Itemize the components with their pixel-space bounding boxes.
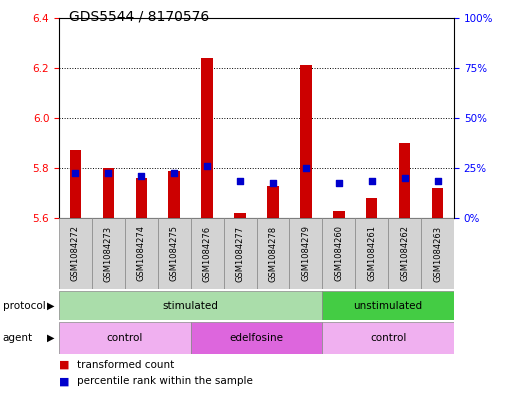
Text: transformed count: transformed count xyxy=(77,360,174,370)
Bar xyxy=(59,322,191,354)
Point xyxy=(71,170,80,176)
Point xyxy=(170,170,179,176)
Point xyxy=(137,173,145,179)
Bar xyxy=(59,218,92,289)
Bar xyxy=(202,58,213,218)
Point xyxy=(334,180,343,186)
Text: control: control xyxy=(107,333,143,343)
Point xyxy=(269,180,277,186)
Point xyxy=(203,162,211,169)
Point xyxy=(104,170,112,176)
Text: GSM1084263: GSM1084263 xyxy=(433,226,442,281)
Point xyxy=(236,177,244,184)
Text: stimulated: stimulated xyxy=(163,301,219,310)
Text: protocol: protocol xyxy=(3,301,45,310)
Bar xyxy=(289,218,322,289)
Bar xyxy=(355,218,388,289)
Bar xyxy=(70,151,81,218)
Bar xyxy=(191,322,322,354)
Bar xyxy=(322,322,454,354)
Text: edelfosine: edelfosine xyxy=(229,333,284,343)
Bar xyxy=(366,198,378,218)
Bar xyxy=(224,218,256,289)
Text: control: control xyxy=(370,333,406,343)
Bar xyxy=(432,188,443,218)
Bar xyxy=(421,218,454,289)
Bar xyxy=(191,218,224,289)
Text: GSM1084261: GSM1084261 xyxy=(367,226,376,281)
Text: percentile rank within the sample: percentile rank within the sample xyxy=(77,376,253,386)
Text: unstimulated: unstimulated xyxy=(353,301,423,310)
Text: ▶: ▶ xyxy=(47,301,55,310)
Text: agent: agent xyxy=(3,333,33,343)
Bar xyxy=(300,65,311,218)
Bar xyxy=(399,143,410,218)
Bar xyxy=(388,218,421,289)
Point xyxy=(433,177,442,184)
Point xyxy=(368,177,376,184)
Text: ■: ■ xyxy=(59,360,69,370)
Text: GSM1084262: GSM1084262 xyxy=(400,226,409,281)
Bar xyxy=(59,291,322,320)
Bar xyxy=(103,168,114,218)
Text: GSM1084275: GSM1084275 xyxy=(170,226,179,281)
Bar xyxy=(267,185,279,218)
Point xyxy=(401,175,409,181)
Bar xyxy=(125,218,158,289)
Point xyxy=(302,165,310,171)
Bar xyxy=(256,218,289,289)
Bar xyxy=(322,218,355,289)
Bar xyxy=(168,171,180,218)
Text: GSM1084274: GSM1084274 xyxy=(137,226,146,281)
Text: GSM1084279: GSM1084279 xyxy=(301,226,310,281)
Bar xyxy=(135,178,147,218)
Text: GSM1084278: GSM1084278 xyxy=(268,226,278,281)
Text: GDS5544 / 8170576: GDS5544 / 8170576 xyxy=(69,10,209,24)
Text: GSM1084277: GSM1084277 xyxy=(235,226,245,281)
Text: GSM1084260: GSM1084260 xyxy=(334,226,343,281)
Bar xyxy=(333,211,345,218)
Text: GSM1084273: GSM1084273 xyxy=(104,226,113,281)
Text: GSM1084276: GSM1084276 xyxy=(203,226,212,281)
Bar xyxy=(158,218,191,289)
Text: ▶: ▶ xyxy=(47,333,55,343)
Bar xyxy=(322,291,454,320)
Bar xyxy=(234,213,246,218)
Bar xyxy=(92,218,125,289)
Text: GSM1084272: GSM1084272 xyxy=(71,226,80,281)
Text: ■: ■ xyxy=(59,376,69,386)
